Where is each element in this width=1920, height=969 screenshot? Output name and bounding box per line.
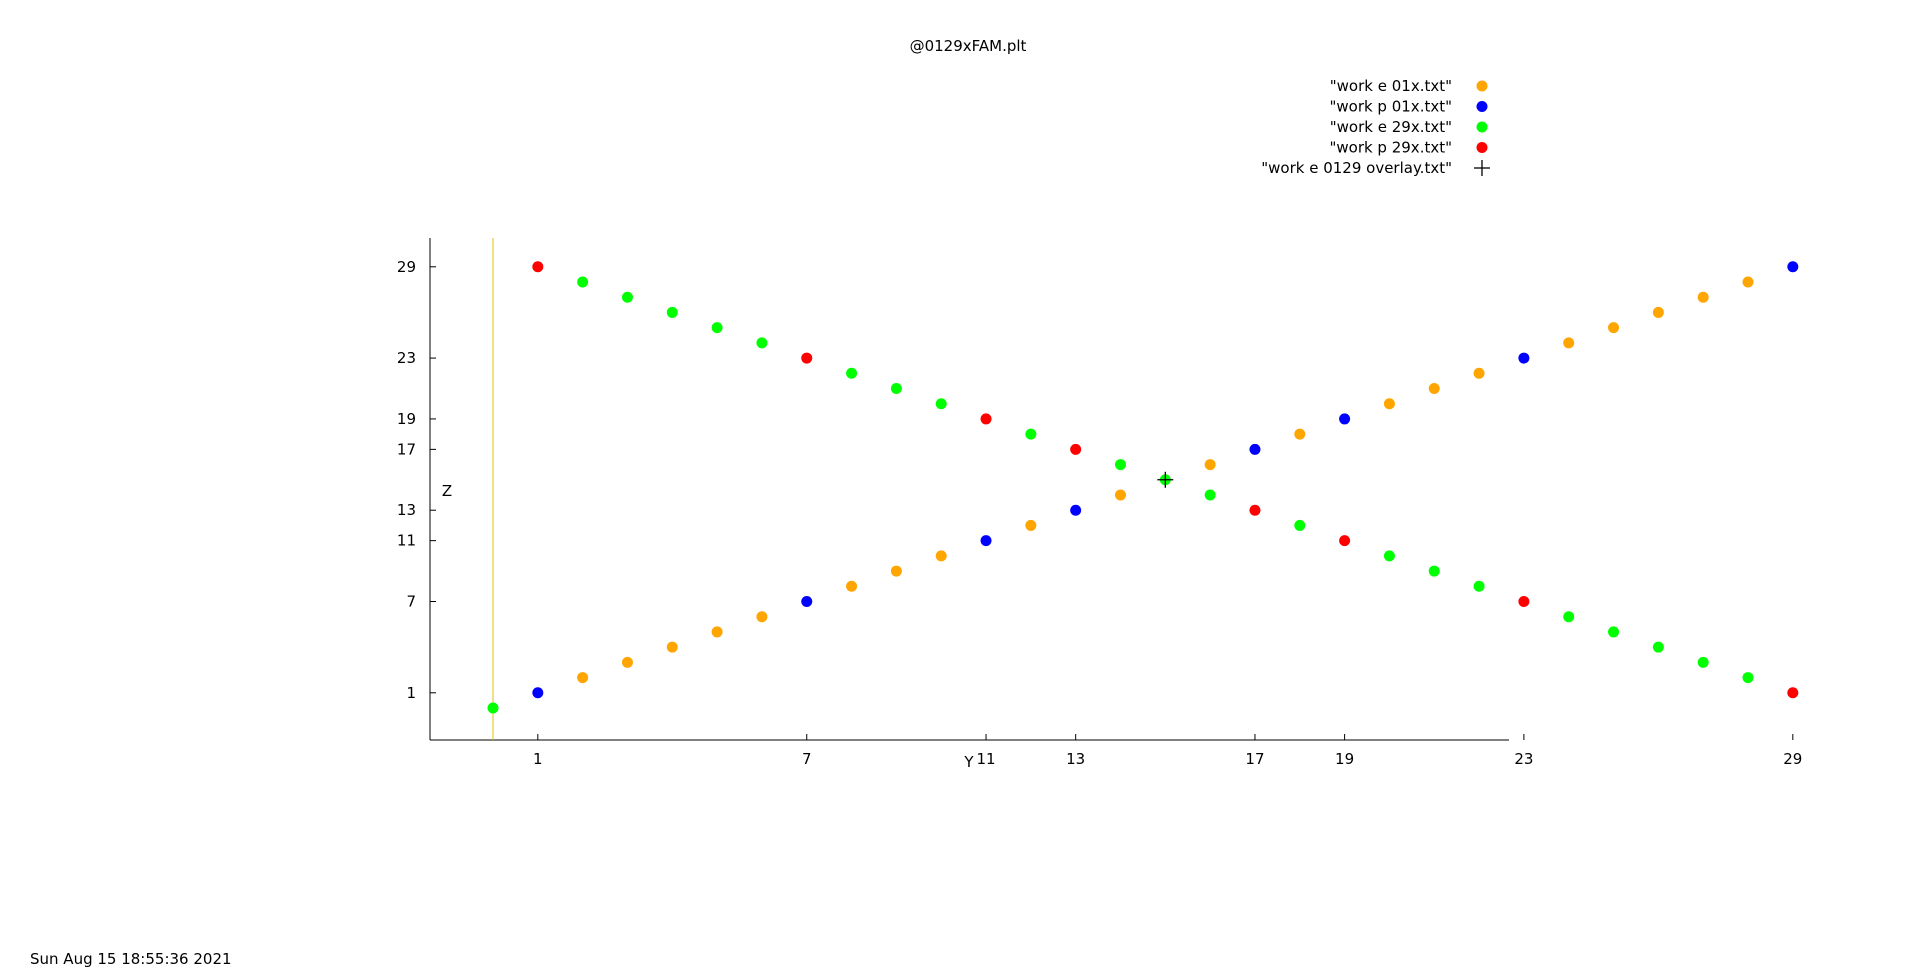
data-point-series-0 <box>1652 306 1664 318</box>
data-point-series-2 <box>846 367 858 379</box>
x-tick-label: 17 <box>1245 750 1264 768</box>
data-point-series-0 <box>1025 519 1037 531</box>
y-axis-label: Z <box>442 482 452 500</box>
x-tick-label: 29 <box>1783 750 1802 768</box>
data-point-series-2 <box>756 337 768 349</box>
legend-marker <box>1476 121 1488 133</box>
y-tick-label: 11 <box>397 532 416 550</box>
legend-marker <box>1474 160 1490 176</box>
data-point-series-2 <box>1025 428 1037 440</box>
data-point-series-0 <box>1383 398 1395 410</box>
data-point-series-2 <box>1652 641 1664 653</box>
data-point-series-0 <box>1204 459 1216 471</box>
data-point-series-0 <box>756 611 768 623</box>
data-point-series-0 <box>666 641 678 653</box>
y-tick-label: 1 <box>406 684 416 702</box>
data-point-series-0 <box>1608 322 1620 334</box>
data-point-series-3 <box>1339 535 1351 547</box>
y-tick-label: 17 <box>397 440 416 458</box>
x-tick-label: 11 <box>976 750 995 768</box>
legend-marker <box>1476 80 1488 92</box>
data-point-series-2 <box>577 276 589 288</box>
data-point-series-1 <box>801 596 813 607</box>
legend-marker <box>1476 142 1488 153</box>
y-tick-label: 29 <box>397 258 416 276</box>
data-point-series-2 <box>1428 565 1440 577</box>
y-tick-label: 7 <box>406 593 416 611</box>
data-point-series-1 <box>980 535 992 547</box>
data-point-series-2 <box>1204 489 1216 501</box>
data-point-series-2 <box>935 398 947 410</box>
data-point-series-0 <box>1115 489 1126 501</box>
legend-label: "work e 01x.txt" <box>1330 77 1452 95</box>
chart-title: @0129xFAM.plt <box>910 37 1027 55</box>
data-point-series-2 <box>1608 626 1620 638</box>
data-point-series-1 <box>1249 443 1261 455</box>
data-point-series-2 <box>1697 656 1709 668</box>
data-point-series-2 <box>1742 672 1754 684</box>
data-point-series-0 <box>577 672 589 684</box>
data-point-series-0 <box>1697 291 1709 303</box>
legend: "work e 01x.txt" "work p 01x.txt" "work e … <box>1261 77 1490 177</box>
data-point-series-3 <box>1518 596 1530 607</box>
data-point-series-0 <box>1428 383 1440 394</box>
data-point-series-3 <box>1070 443 1082 455</box>
data-point-series-0 <box>1563 337 1575 349</box>
x-tick-label: 7 <box>802 750 812 768</box>
data-point-series-2 <box>711 322 723 334</box>
data-point-series-3 <box>532 261 544 273</box>
data-point-series-2 <box>1115 459 1126 471</box>
data-point-series-0 <box>711 626 723 638</box>
legend-marker <box>1476 101 1488 112</box>
data-point-series-1 <box>1787 261 1799 273</box>
data-point-series-1 <box>1518 352 1530 364</box>
data-point-series-0 <box>1473 367 1485 379</box>
data-point-series-2 <box>890 383 902 394</box>
data-point-series-1 <box>532 687 544 699</box>
data-point-series-0 <box>621 656 633 668</box>
legend-label: "work p 01x.txt" <box>1329 98 1452 116</box>
y-tick-label: 19 <box>397 410 416 428</box>
data-point-series-2 <box>1473 580 1485 592</box>
legend-label: "work e 0129 overlay.txt" <box>1261 159 1452 177</box>
y-tick-label: 13 <box>397 501 416 519</box>
data-point-series-2 <box>621 291 633 303</box>
data-point-series-2 <box>1383 550 1395 562</box>
data-point-series-0 <box>846 580 858 592</box>
data-point-series-4 <box>1157 471 1174 488</box>
data-point-series-1 <box>1339 413 1351 425</box>
x-tick-label: 1 <box>533 750 543 768</box>
data-point-series-0 <box>1294 428 1306 440</box>
points-layer <box>487 261 1799 714</box>
legend-label: "work p 29x.txt" <box>1329 139 1452 157</box>
data-point-series-2 <box>1563 611 1575 623</box>
data-point-series-2 <box>666 306 678 318</box>
legend-label: "work e 29x.txt" <box>1330 118 1452 136</box>
data-point-series-1 <box>1070 504 1082 516</box>
data-point-series-2 <box>487 702 499 714</box>
x-tick-label: 23 <box>1514 750 1533 768</box>
y-tick-label: 23 <box>397 349 416 367</box>
data-point-series-0 <box>935 550 947 562</box>
data-point-series-3 <box>1249 504 1261 516</box>
timestamp: Sun Aug 15 18:55:36 2021 <box>30 950 232 968</box>
x-tick-label: 19 <box>1335 750 1354 768</box>
data-point-series-0 <box>1742 276 1754 288</box>
data-point-series-3 <box>1787 687 1799 699</box>
data-point-series-3 <box>980 413 992 425</box>
data-point-series-3 <box>801 352 813 364</box>
data-point-series-0 <box>890 565 902 577</box>
x-axis-label: Y <box>963 753 974 771</box>
x-tick-label: 13 <box>1066 750 1085 768</box>
data-point-series-2 <box>1294 519 1306 531</box>
